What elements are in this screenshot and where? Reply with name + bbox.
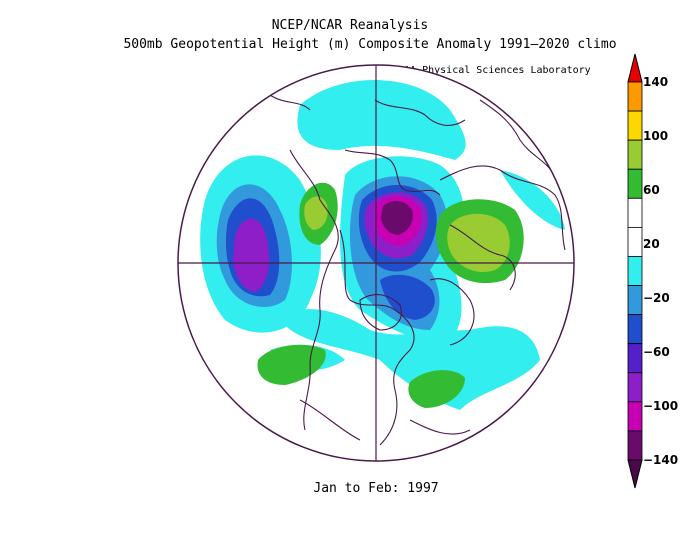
colorbar-segment: [627, 372, 643, 403]
anomaly-purple-pacific: [233, 218, 270, 292]
colorbar-label-neg60: −60: [643, 345, 670, 359]
anomaly-darkblue-hudson: [380, 274, 435, 320]
colorbar-segment: [627, 430, 643, 461]
anomaly-darkpurple-center: [381, 201, 413, 235]
anomaly-cyan-east: [500, 170, 565, 230]
colorbar-segment: [627, 343, 643, 374]
colorbar-bottom-arrow: [627, 459, 643, 489]
colorbar-segment: [627, 139, 643, 170]
anomaly-green-pacific: [257, 344, 326, 385]
colorbar-segment: [627, 197, 643, 228]
colorbar-segment: [627, 314, 643, 345]
colorbar-segment: [627, 110, 643, 141]
anomaly-green-atlantic: [408, 370, 465, 408]
anomaly-cyan-north: [297, 80, 466, 160]
colorbar-segment: [627, 256, 643, 286]
colorbar-label-neg100: −100: [643, 399, 679, 413]
map-subtitle: 500mb Geopotential Height (m) Composite …: [123, 37, 617, 52]
anomaly-yellowgreen-europe: [447, 213, 510, 273]
colorbar-label-140: 140: [643, 75, 669, 89]
period-label: Jan to Feb: 1997: [313, 481, 439, 496]
map-title: NCEP/NCAR Reanalysis: [271, 18, 429, 33]
credit-text: NOAA Physical Sciences Laboratory: [392, 65, 591, 76]
colorbar-segment: [627, 226, 643, 257]
colorbar-top-arrow: [627, 53, 643, 83]
colorbar-label-neg140: −140: [643, 453, 679, 467]
anomaly-cyan-atlantic: [280, 309, 540, 410]
colorbar-segment: [627, 285, 643, 316]
colorbar-label-60: 60: [643, 183, 660, 197]
colorbar-label-20: 20: [643, 237, 660, 251]
colorbar-label-100: 100: [643, 129, 669, 143]
colorbar-segment: [627, 81, 643, 112]
coastlines: [269, 94, 566, 446]
colorbar-label-neg20: −20: [643, 291, 670, 305]
anomaly-yellowgreen-alaska: [304, 196, 328, 230]
colorbar-segment: [627, 401, 643, 432]
map-boundary: [177, 64, 575, 462]
colorbar-segment: [627, 168, 643, 199]
